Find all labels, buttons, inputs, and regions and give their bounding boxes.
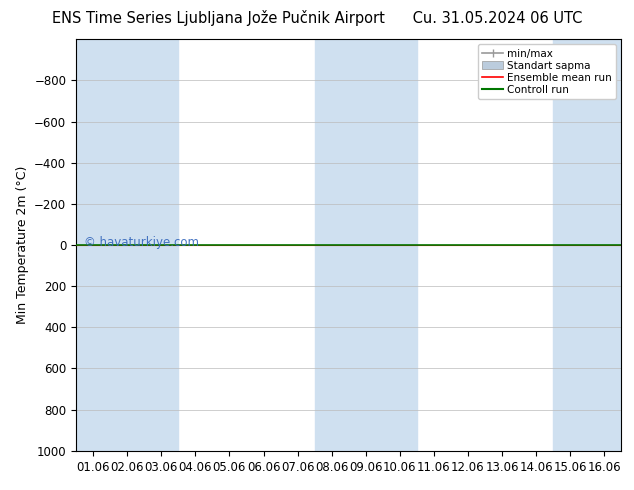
- Bar: [76, 39, 178, 451]
- Bar: [553, 39, 621, 451]
- Legend: min/max, Standart sapma, Ensemble mean run, Controll run: min/max, Standart sapma, Ensemble mean r…: [478, 45, 616, 99]
- Text: © havaturkiye.com: © havaturkiye.com: [84, 237, 199, 249]
- Text: ENS Time Series Ljubljana Jože Pučnik Airport      Cu. 31.05.2024 06 UTC: ENS Time Series Ljubljana Jože Pučnik Ai…: [52, 10, 582, 26]
- Y-axis label: Min Temperature 2m (°C): Min Temperature 2m (°C): [16, 166, 29, 324]
- Bar: [314, 39, 417, 451]
